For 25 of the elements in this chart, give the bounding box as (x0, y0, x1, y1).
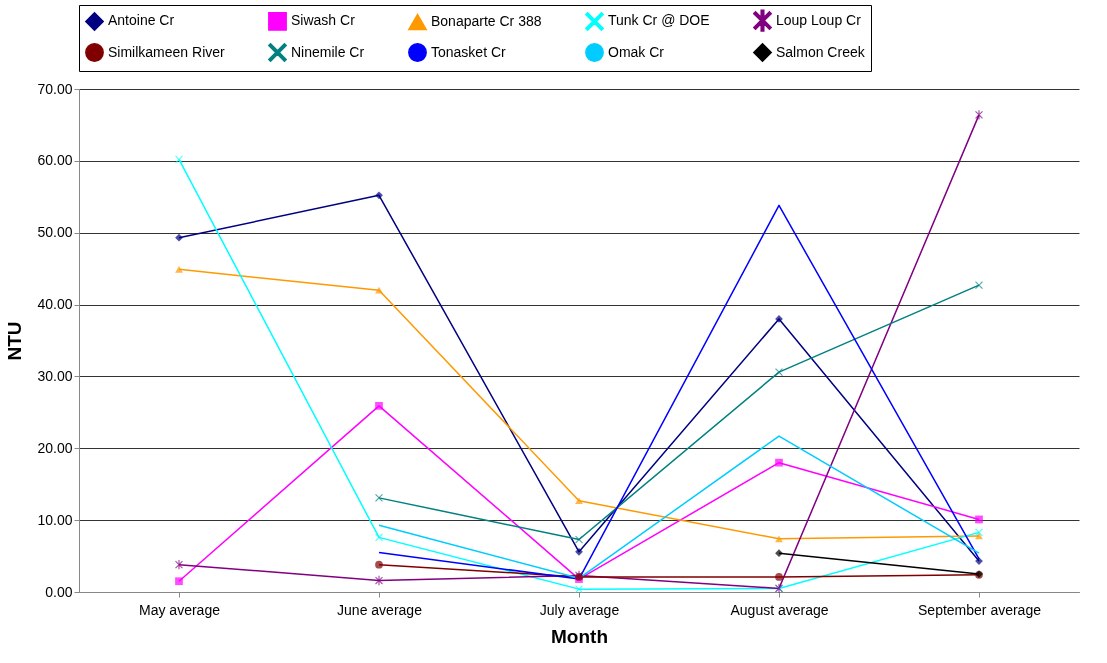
x-tick-label: August average (730, 601, 829, 618)
y-tick-label: 40.00 (37, 296, 73, 313)
y-tick-label: 30.00 (37, 367, 73, 384)
legend-label: Siwash Cr (291, 12, 356, 29)
legend-label: Omak Cr (608, 43, 665, 60)
legend-label: Tunk Cr @ DOE (608, 12, 710, 29)
y-tick-label: 10.00 (37, 511, 73, 528)
x-tick-label: May average (139, 601, 221, 618)
x-tick-label: June average (337, 601, 423, 618)
legend-label: Loup Loup Cr (776, 11, 862, 28)
y-tick-label: 20.00 (37, 439, 73, 456)
legend-label: Tonasket Cr (431, 43, 507, 60)
x-tick-label: July average (539, 601, 620, 618)
x-axis-title: Month (551, 625, 608, 647)
y-tick-label: 50.00 (37, 224, 73, 241)
y-axis-title: NTU (4, 321, 26, 361)
legend-label: Salmon Creek (776, 43, 866, 60)
legend-label: Similkameen River (108, 43, 226, 60)
legend-label: Antoine Cr (108, 12, 175, 29)
legend-label: Bonaparte Cr 388 (431, 13, 542, 29)
y-tick-label: 60.00 (37, 152, 73, 169)
y-tick-label: 70.00 (37, 80, 73, 97)
legend-label: Ninemile Cr (291, 43, 365, 60)
y-tick-label: 0.00 (45, 583, 73, 600)
x-tick-label: September average (918, 601, 1042, 618)
